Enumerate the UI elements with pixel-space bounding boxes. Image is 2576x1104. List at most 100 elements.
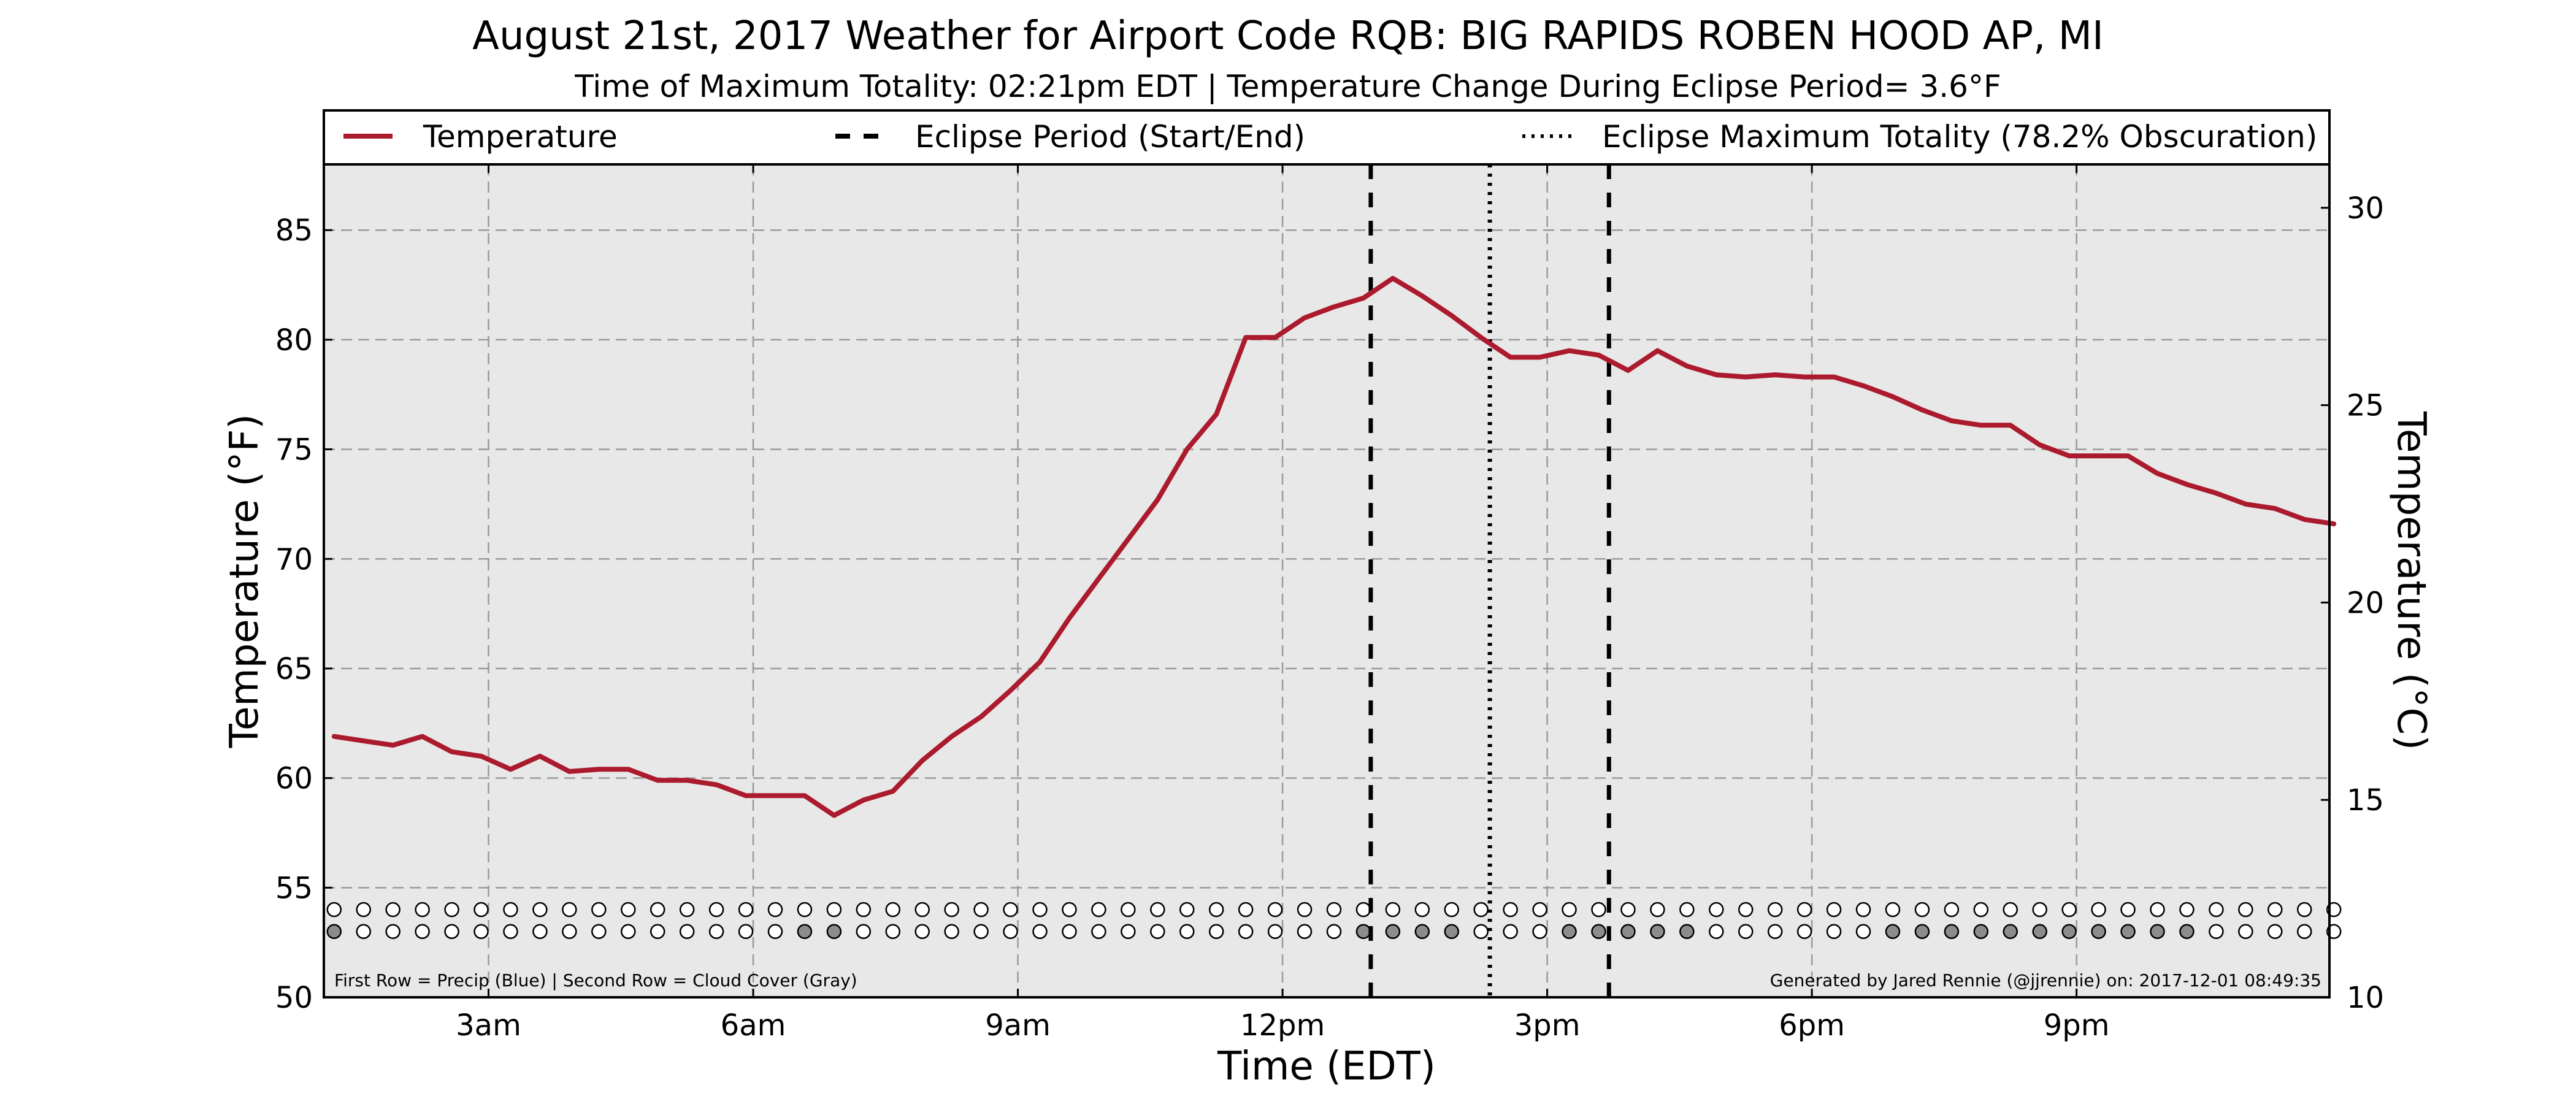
cloud-marker xyxy=(1796,924,1812,940)
cloud-marker xyxy=(326,924,342,940)
cloud-marker xyxy=(2209,924,2224,940)
cloud-marker xyxy=(2150,924,2165,940)
grid-lines xyxy=(324,164,2329,997)
precip-marker xyxy=(532,902,548,918)
cloud-marker xyxy=(415,924,430,940)
cloud-marker xyxy=(1473,924,1489,940)
legend-label-temperature: Temperature xyxy=(423,119,618,155)
y-tick-label: 75 xyxy=(275,433,313,467)
cloud-marker xyxy=(1562,924,1577,940)
precip-marker xyxy=(2150,902,2165,918)
cloud-marker xyxy=(914,924,930,940)
y-tick-label: 85 xyxy=(275,213,313,248)
cloud-marker xyxy=(1444,924,1460,940)
precip-marker xyxy=(415,902,430,918)
cloud-marker xyxy=(385,924,401,940)
legend: Temperature Eclipse Period (Start/End) E… xyxy=(323,109,2331,166)
precip-marker xyxy=(1796,902,1812,918)
precip-marker xyxy=(1591,902,1606,918)
precip-marker xyxy=(444,902,459,918)
precip-marker xyxy=(1650,902,1665,918)
precip-marker xyxy=(1062,902,1077,918)
precip-marker xyxy=(1003,902,1018,918)
precip-marker xyxy=(2091,902,2106,918)
x-tick-label: 3am xyxy=(456,1008,521,1043)
precip-marker xyxy=(356,902,371,918)
cloud-marker xyxy=(1208,924,1224,940)
cloud-marker xyxy=(1973,924,1989,940)
x-tick-label: 9am xyxy=(985,1008,1051,1043)
precip-marker xyxy=(650,902,665,918)
cloud-marker xyxy=(1826,924,1842,940)
chart-subtitle: Time of Maximum Totality: 02:21pm EDT | … xyxy=(574,69,2001,104)
precip-marker xyxy=(473,902,489,918)
cloud-marker xyxy=(1032,924,1048,940)
cloud-marker xyxy=(503,924,518,940)
precip-marker xyxy=(1709,902,1724,918)
cloud-marker xyxy=(973,924,989,940)
eclipse-lines xyxy=(1368,164,1611,997)
precip-marker xyxy=(1121,902,1136,918)
precip-marker xyxy=(1620,902,1636,918)
precip-marker xyxy=(1414,902,1430,918)
precip-marker xyxy=(2120,902,2136,918)
cloud-marker xyxy=(1326,924,1342,940)
cloud-marker xyxy=(2120,924,2136,940)
cloud-marker xyxy=(708,924,724,940)
plot-area xyxy=(324,164,2329,997)
y2-tick-label: 10 xyxy=(2347,981,2384,1015)
precip-marker xyxy=(1326,902,1342,918)
precip-marker xyxy=(1297,902,1313,918)
precip-marker xyxy=(2267,902,2283,918)
y2-tick-label: 25 xyxy=(2347,389,2384,423)
y2-axis-title: Temperature (°C) xyxy=(2388,411,2434,750)
footnote-left: First Row = Precip (Blue) | Second Row =… xyxy=(334,970,857,991)
cloud-marker xyxy=(1855,924,1871,940)
cloud-marker xyxy=(1121,924,1136,940)
cloud-marker xyxy=(1767,924,1783,940)
precip-marker xyxy=(1238,902,1254,918)
y2-tick-label: 20 xyxy=(2347,586,2384,620)
x-tick-label: 6pm xyxy=(1779,1008,1845,1043)
precip-marker xyxy=(885,902,901,918)
precip-marker xyxy=(738,902,754,918)
precip-marker xyxy=(679,902,695,918)
precip-marker xyxy=(1679,902,1695,918)
precip-marker xyxy=(2179,902,2195,918)
cloud-marker xyxy=(1738,924,1754,940)
cloud-marker xyxy=(797,924,813,940)
cloud-marker xyxy=(1355,924,1371,940)
precip-marker xyxy=(1767,902,1783,918)
precip-marker xyxy=(2032,902,2047,918)
cloud-marker xyxy=(1620,924,1636,940)
x-tick-label: 3pm xyxy=(1514,1008,1581,1043)
precip-marker xyxy=(914,902,930,918)
cloud-marker xyxy=(532,924,548,940)
cloud-marker xyxy=(1885,924,1901,940)
precip-marker xyxy=(826,902,842,918)
x-tick-label: 6am xyxy=(721,1008,786,1043)
precip-marker xyxy=(1473,902,1489,918)
precip-marker xyxy=(2238,902,2253,918)
precip-marker xyxy=(1091,902,1106,918)
precip-marker xyxy=(1973,902,1989,918)
cloud-marker xyxy=(473,924,489,940)
precip-marker xyxy=(1385,902,1401,918)
cloud-marker xyxy=(885,924,901,940)
precip-marker xyxy=(2003,902,2018,918)
cloud-marker xyxy=(1503,924,1518,940)
legend-label-eclipse-max: Eclipse Maximum Totality (78.2% Obscurat… xyxy=(1602,119,2317,155)
precip-marker xyxy=(1944,902,1960,918)
precip-marker xyxy=(1355,902,1371,918)
cloud-marker xyxy=(1709,924,1724,940)
precip-marker xyxy=(973,902,989,918)
cloud-marker xyxy=(826,924,842,940)
cloud-marker xyxy=(1297,924,1313,940)
cloud-marker xyxy=(1944,924,1960,940)
cloud-marker xyxy=(1414,924,1430,940)
footnote-right: Generated by Jared Rennie (@jjrennie) on… xyxy=(1770,970,2321,991)
cloud-marker xyxy=(1150,924,1165,940)
cloud-marker xyxy=(1532,924,1547,940)
